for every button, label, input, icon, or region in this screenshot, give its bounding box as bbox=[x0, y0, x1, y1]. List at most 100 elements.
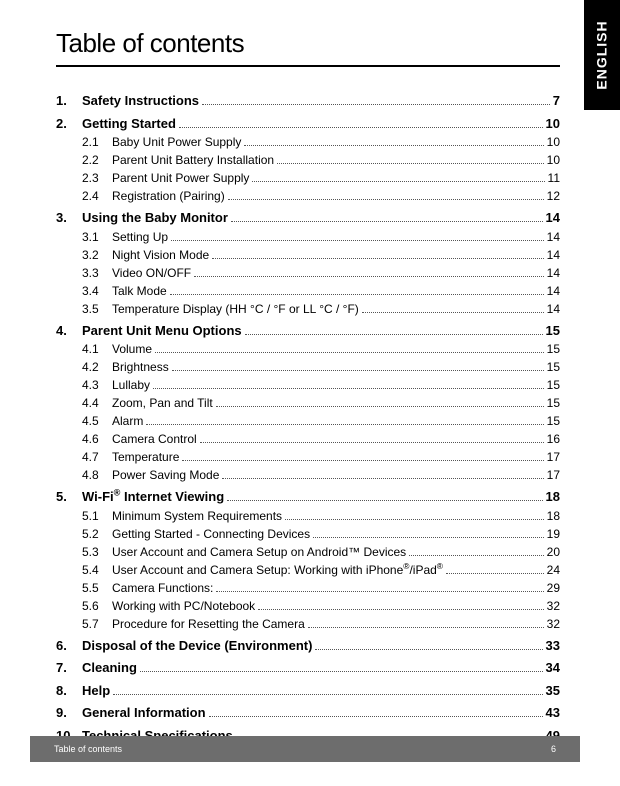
toc-subsection[interactable]: 3.5Temperature Display (HH °C / °F or LL… bbox=[56, 300, 560, 318]
toc-section-label: Wi-Fi® Internet Viewing bbox=[82, 487, 224, 507]
toc-subsection-label: User Account and Camera Setup: Working w… bbox=[112, 561, 443, 579]
toc-section[interactable]: 4.Parent Unit Menu Options15 bbox=[56, 321, 560, 341]
toc-subsection-label: Baby Unit Power Supply bbox=[112, 133, 241, 151]
toc-subsection-number: 4.8 bbox=[82, 466, 112, 484]
toc-section-page: 18 bbox=[546, 487, 560, 507]
toc-subsection-number: 4.1 bbox=[82, 340, 112, 358]
toc-subsection[interactable]: 5.7Procedure for Resetting the Camera32 bbox=[56, 615, 560, 633]
toc-section-number: 7. bbox=[56, 658, 82, 678]
toc-subsection-number: 2.3 bbox=[82, 169, 112, 187]
toc-subsection-label: Camera Control bbox=[112, 430, 197, 448]
toc-subsection-page: 14 bbox=[547, 282, 560, 300]
toc-subsection[interactable]: 4.6Camera Control 16 bbox=[56, 430, 560, 448]
toc-section-label: Disposal of the Device (Environment) bbox=[82, 636, 312, 656]
toc-subsection[interactable]: 5.2Getting Started - Connecting Devices1… bbox=[56, 525, 560, 543]
toc-section[interactable]: 7.Cleaning34 bbox=[56, 658, 560, 678]
toc-section[interactable]: 2.Getting Started10 bbox=[56, 114, 560, 134]
toc-subsection-label: Alarm bbox=[112, 412, 143, 430]
toc-subsection-number: 4.2 bbox=[82, 358, 112, 376]
toc-dots bbox=[202, 95, 550, 105]
toc-subsection-label: Brightness bbox=[112, 358, 169, 376]
toc-dots bbox=[216, 582, 543, 592]
toc-subsection-page: 32 bbox=[547, 597, 560, 615]
toc-section-number: 1. bbox=[56, 91, 82, 111]
toc-subsection[interactable]: 4.7Temperature17 bbox=[56, 448, 560, 466]
toc-section-page: 15 bbox=[546, 321, 560, 341]
toc-subsection-label: Working with PC/Notebook bbox=[112, 597, 255, 615]
language-tab: ENGLISH bbox=[584, 0, 620, 110]
toc-subsection-page: 24 bbox=[547, 561, 560, 579]
toc-subsection-page: 14 bbox=[547, 264, 560, 282]
toc-subsection-page: 17 bbox=[547, 448, 560, 466]
toc-subsection[interactable]: 3.4Talk Mode14 bbox=[56, 282, 560, 300]
toc-dots bbox=[228, 190, 544, 200]
toc-subsection-page: 10 bbox=[547, 133, 560, 151]
toc-subsection[interactable]: 5.3User Account and Camera Setup on Andr… bbox=[56, 543, 560, 561]
toc-dots bbox=[216, 397, 544, 407]
language-tab-text: ENGLISH bbox=[594, 20, 610, 89]
toc-subsection-page: 10 bbox=[547, 151, 560, 169]
toc-subsection[interactable]: 5.4User Account and Camera Setup: Workin… bbox=[56, 561, 560, 579]
page-title: Table of contents bbox=[56, 28, 560, 67]
toc-subsection[interactable]: 3.2Night Vision Mode14 bbox=[56, 246, 560, 264]
toc-dots bbox=[446, 564, 544, 574]
toc-section-label: Parent Unit Menu Options bbox=[82, 321, 242, 341]
toc-dots bbox=[140, 662, 543, 672]
toc-section-page: 43 bbox=[546, 703, 560, 723]
toc-subsection-number: 3.1 bbox=[82, 228, 112, 246]
toc-subsection-page: 15 bbox=[547, 358, 560, 376]
toc-subsection-number: 5.1 bbox=[82, 507, 112, 525]
toc-subsection[interactable]: 3.1Setting Up14 bbox=[56, 228, 560, 246]
toc-subsection[interactable]: 2.2Parent Unit Battery Installation10 bbox=[56, 151, 560, 169]
toc-subsection-number: 5.2 bbox=[82, 525, 112, 543]
toc-subsection[interactable]: 4.2Brightness 15 bbox=[56, 358, 560, 376]
toc-dots bbox=[362, 303, 544, 313]
footer-page-number: 6 bbox=[551, 744, 556, 754]
toc-section-label: Help bbox=[82, 681, 110, 701]
toc-section[interactable]: 9.General Information43 bbox=[56, 703, 560, 723]
toc-section[interactable]: 5.Wi-Fi® Internet Viewing18 bbox=[56, 487, 560, 507]
table-of-contents: 1.Safety Instructions7 2.Getting Started1… bbox=[56, 91, 560, 745]
toc-subsection[interactable]: 3.3Video ON/OFF14 bbox=[56, 264, 560, 282]
toc-subsection-page: 18 bbox=[547, 507, 560, 525]
toc-dots bbox=[200, 433, 544, 443]
toc-section-label: Getting Started bbox=[82, 114, 176, 134]
toc-dots bbox=[209, 707, 543, 717]
toc-dots bbox=[313, 528, 544, 538]
toc-dots bbox=[277, 154, 544, 164]
toc-subsection[interactable]: 2.1Baby Unit Power Supply 10 bbox=[56, 133, 560, 151]
toc-subsection-number: 5.6 bbox=[82, 597, 112, 615]
page-footer: Table of contents 6 bbox=[30, 736, 580, 762]
toc-subsection[interactable]: 4.8Power Saving Mode17 bbox=[56, 466, 560, 484]
toc-section[interactable]: 3.Using the Baby Monitor14 bbox=[56, 208, 560, 228]
toc-subsection[interactable]: 4.1Volume15 bbox=[56, 340, 560, 358]
toc-subsection[interactable]: 5.6Working with PC/Notebook 32 bbox=[56, 597, 560, 615]
toc-subsection[interactable]: 5.1Minimum System Requirements18 bbox=[56, 507, 560, 525]
toc-subsection-label: Procedure for Resetting the Camera bbox=[112, 615, 305, 633]
toc-subsection[interactable]: 2.4Registration (Pairing)12 bbox=[56, 187, 560, 205]
toc-dots bbox=[244, 136, 543, 146]
toc-subsection[interactable]: 5.5Camera Functions:29 bbox=[56, 579, 560, 597]
toc-subsection-number: 4.6 bbox=[82, 430, 112, 448]
toc-dots bbox=[155, 343, 544, 353]
toc-subsection-number: 3.3 bbox=[82, 264, 112, 282]
toc-subsection-page: 14 bbox=[547, 246, 560, 264]
toc-section-label: General Information bbox=[82, 703, 206, 723]
toc-subsection-page: 16 bbox=[547, 430, 560, 448]
toc-subsection-page: 15 bbox=[547, 394, 560, 412]
toc-section[interactable]: 1.Safety Instructions7 bbox=[56, 91, 560, 111]
toc-section-page: 14 bbox=[546, 208, 560, 228]
toc-dots bbox=[308, 618, 544, 628]
toc-subsection-number: 2.1 bbox=[82, 133, 112, 151]
toc-section[interactable]: 8.Help35 bbox=[56, 681, 560, 701]
toc-subsection-page: 19 bbox=[547, 525, 560, 543]
toc-subsection-page: 17 bbox=[547, 466, 560, 484]
toc-subsection[interactable]: 2.3Parent Unit Power Supply11 bbox=[56, 169, 560, 187]
toc-subsection[interactable]: 4.5Alarm15 bbox=[56, 412, 560, 430]
toc-subsection-number: 4.4 bbox=[82, 394, 112, 412]
toc-dots bbox=[212, 249, 543, 259]
toc-subsection[interactable]: 4.3Lullaby15 bbox=[56, 376, 560, 394]
toc-dots bbox=[113, 684, 542, 694]
toc-subsection[interactable]: 4.4Zoom, Pan and Tilt15 bbox=[56, 394, 560, 412]
toc-section[interactable]: 6.Disposal of the Device (Environment)33 bbox=[56, 636, 560, 656]
